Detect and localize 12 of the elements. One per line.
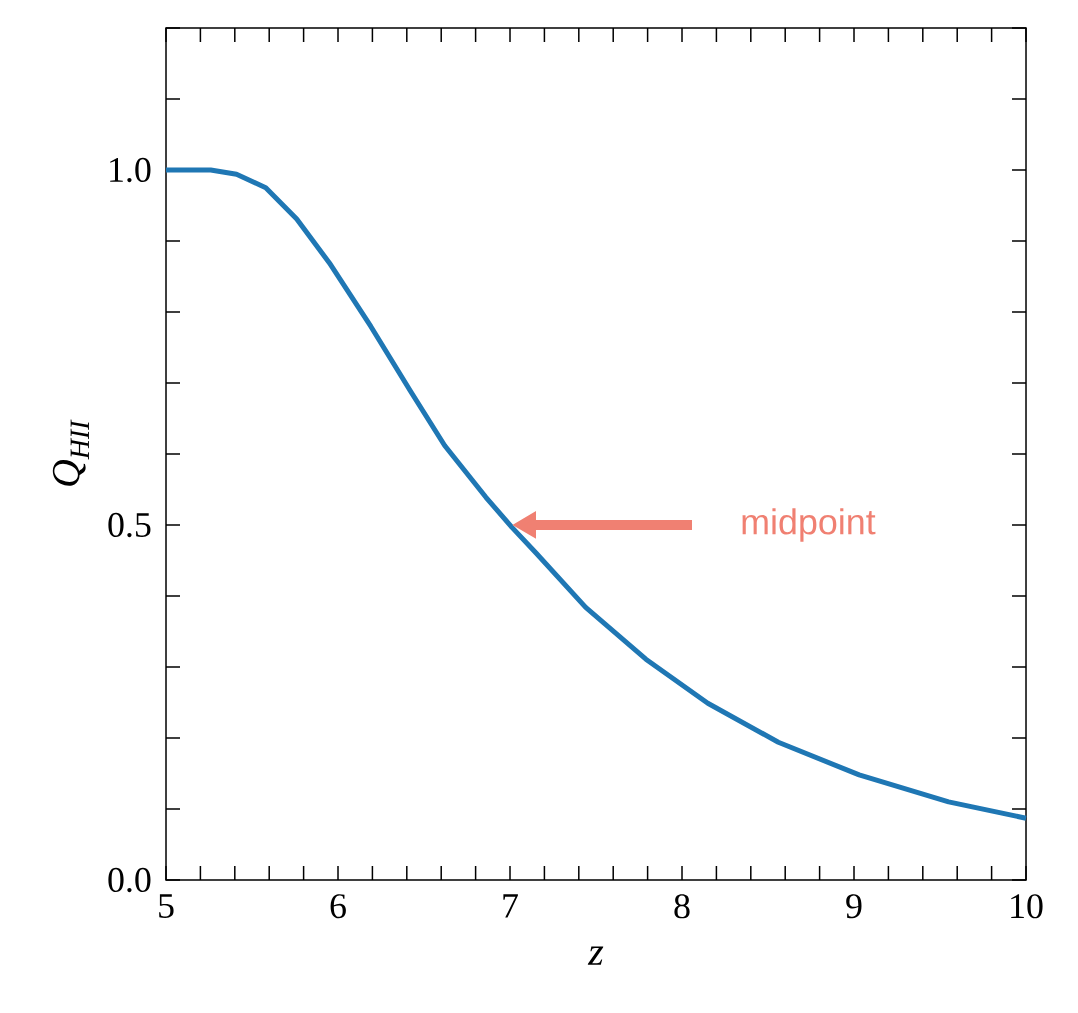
- x-tick-label: 9: [846, 894, 862, 919]
- y-tick-label: 0.0: [108, 867, 151, 893]
- x-axis-title: z: [587, 946, 604, 965]
- y-tick-label: 1.0: [110, 157, 151, 183]
- y-tick-label: 0.5: [108, 512, 151, 538]
- x-tick-label: 8: [674, 894, 690, 919]
- x-tick-label: 6: [330, 894, 346, 919]
- x-tick-label: 5: [159, 894, 174, 918]
- y-axis-title: Q$_{HII}$: [52, 419, 89, 486]
- annotation: midpoint: [742, 508, 876, 542]
- x-tick-label: 7: [503, 894, 518, 918]
- x-tick-label: 10: [1011, 894, 1043, 919]
